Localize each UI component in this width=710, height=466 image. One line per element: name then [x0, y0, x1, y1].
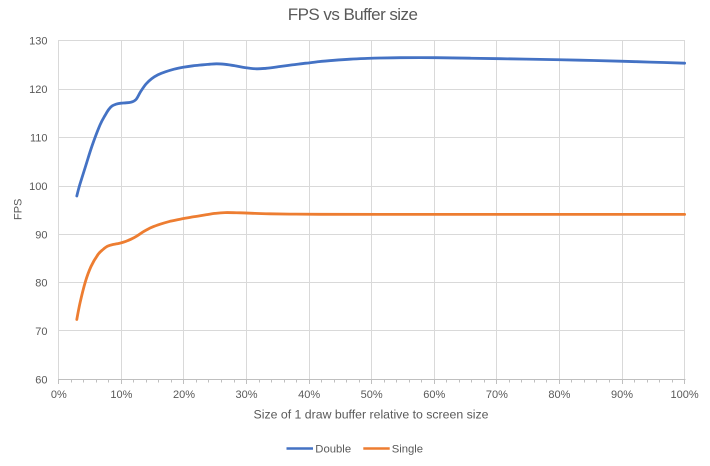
svg-text:FPS vs Buffer size: FPS vs Buffer size: [288, 5, 418, 24]
svg-text:Single: Single: [392, 443, 423, 455]
svg-text:90%: 90%: [611, 389, 633, 401]
svg-text:130: 130: [29, 36, 47, 48]
svg-text:70: 70: [35, 326, 47, 338]
svg-text:FPS: FPS: [13, 199, 25, 220]
svg-text:50%: 50%: [361, 389, 383, 401]
svg-text:Double: Double: [315, 443, 351, 455]
svg-text:100: 100: [29, 181, 47, 193]
svg-text:40%: 40%: [298, 389, 320, 401]
svg-text:110: 110: [30, 133, 48, 145]
svg-text:20%: 20%: [173, 389, 195, 401]
svg-text:60: 60: [35, 375, 47, 387]
svg-text:120: 120: [29, 84, 47, 96]
svg-text:80: 80: [35, 278, 47, 290]
svg-text:80%: 80%: [548, 389, 570, 401]
svg-text:90: 90: [35, 229, 47, 241]
svg-text:10%: 10%: [110, 389, 132, 401]
svg-text:60%: 60%: [423, 389, 445, 401]
svg-text:30%: 30%: [235, 389, 257, 401]
svg-text:Size of 1 draw buffer relative: Size of 1 draw buffer relative to screen…: [254, 408, 489, 422]
svg-text:100%: 100%: [671, 389, 699, 401]
svg-text:0%: 0%: [51, 389, 67, 401]
svg-text:70%: 70%: [486, 389, 508, 401]
